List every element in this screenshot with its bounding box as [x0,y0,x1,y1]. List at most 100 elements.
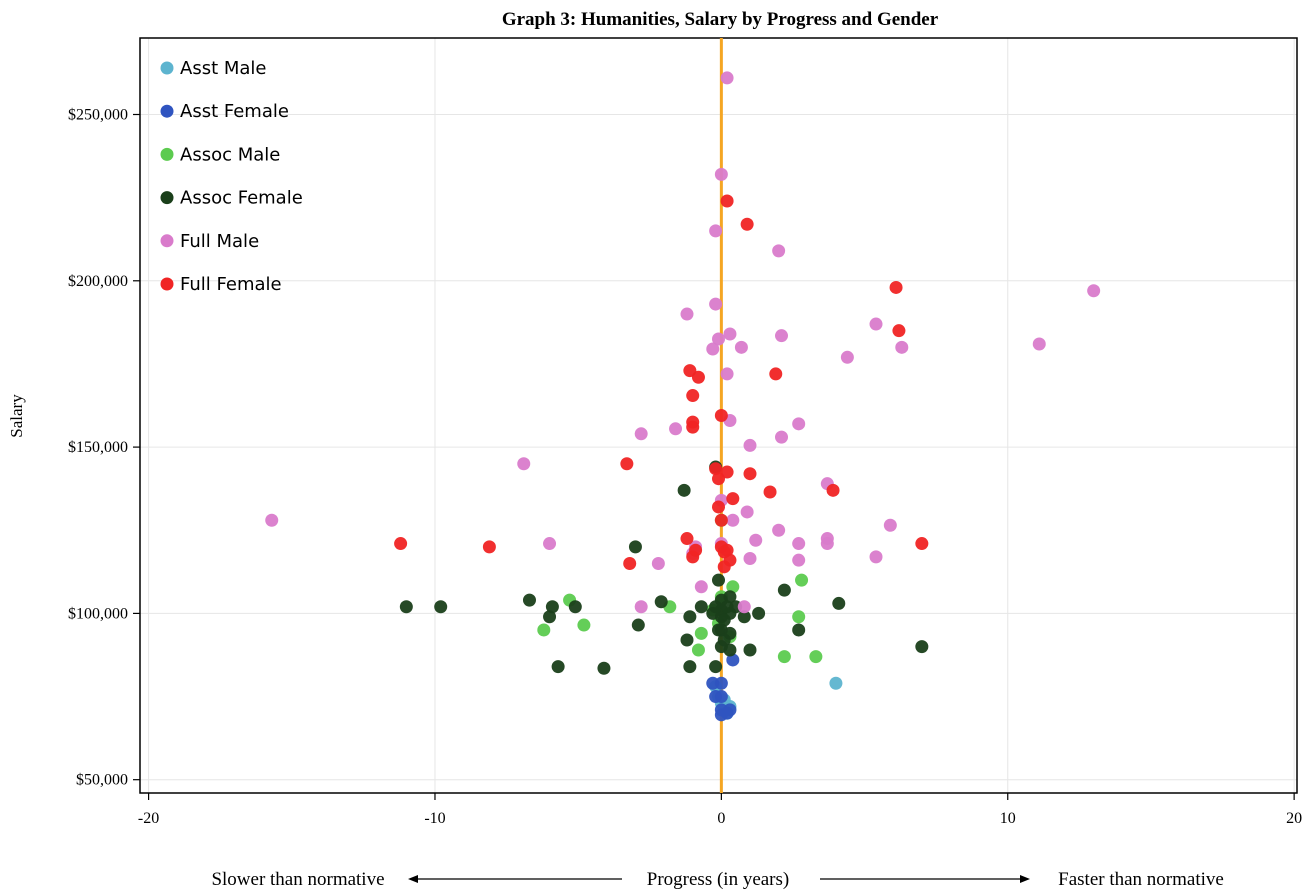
y-tick-label: $200,000 [68,273,128,290]
x-left-note: Slower than normative [211,869,384,890]
point-full-male [720,71,734,85]
x-tick-label: 0 [717,810,725,827]
point-assoc-male [777,650,791,664]
point-full-male [743,438,757,452]
x-right-note: Faster than normative [1058,869,1224,890]
point-full-male [694,580,708,594]
point-assoc-female [723,590,737,604]
point-full-female [680,532,694,546]
x-tick-label: -20 [138,810,159,827]
point-asst-female [714,676,728,690]
legend: Asst Male Asst Female Assoc Male Assoc Fema… [160,58,303,295]
legend-marker-assoc-male [160,147,174,161]
point-full-male [517,457,531,471]
y-tick-label: $250,000 [68,106,128,123]
point-full-male [775,430,789,444]
point-full-female [826,483,840,497]
legend-label-assoc-male: Assoc Male [180,144,280,165]
point-assoc-female [737,610,751,624]
y-tick-label: $50,000 [76,772,128,789]
point-full-male [840,350,854,364]
point-full-male [772,523,786,537]
point-full-female [763,485,777,499]
point-full-female [712,500,725,514]
point-assoc-female [694,600,708,614]
point-full-female [740,217,754,231]
point-asst-female [720,706,734,720]
point-full-female [889,280,903,294]
legend-label-full-male: Full Male [180,231,259,252]
point-full-male [720,367,734,381]
point-asst-male [829,676,843,690]
point-assoc-male [577,618,591,632]
point-full-female [686,389,700,403]
point-assoc-female [597,661,611,675]
point-assoc-female [709,600,723,614]
point-assoc-female [680,633,694,647]
legend-marker-full-female [160,277,174,291]
point-full-male [543,537,557,551]
point-assoc-female [399,600,413,614]
point-full-male [895,340,909,354]
point-full-male [669,422,683,436]
point-assoc-female [543,610,557,624]
point-full-male [1032,337,1046,351]
point-assoc-male [537,623,551,637]
point-full-male [820,537,834,551]
point-full-female [689,543,703,557]
point-full-male [709,224,723,238]
x-tick-label: 20 [1286,810,1302,827]
y-tick-label: $150,000 [68,439,128,456]
legend-marker-asst-male [160,61,174,75]
plot-frame [139,37,1298,794]
point-assoc-female [628,540,642,554]
point-full-female [726,492,740,506]
point-assoc-female [677,483,691,497]
point-assoc-female [712,573,725,587]
x-caption-arrows [408,875,1030,883]
point-full-male [743,552,757,566]
point-assoc-female [434,600,448,614]
point-full-male [772,244,786,258]
point-assoc-female [712,623,725,637]
point-full-female [915,537,929,551]
point-assoc-female [522,593,536,607]
point-assoc-male [694,626,708,640]
point-full-female [717,560,731,574]
point-full-male [734,340,748,354]
y-tick-label: $100,000 [68,605,128,622]
point-asst-female [726,653,740,667]
x-axis-caption: Slower than normative Progress (in years… [211,869,1223,890]
point-full-male [869,550,883,564]
point-assoc-female [683,610,697,624]
point-full-female [714,409,728,422]
x-axis-label: Progress (in years) [647,869,789,890]
point-full-male [634,427,648,441]
point-full-female [714,513,728,527]
legend-label-asst-male: Asst Male [180,58,266,79]
x-tick-label: -10 [424,810,445,827]
point-full-male [792,553,806,567]
point-full-male [883,518,897,532]
point-full-male [706,342,720,356]
point-full-female [686,420,700,434]
point-assoc-female [568,600,582,614]
point-full-female [691,370,705,384]
point-full-female [482,540,496,554]
point-full-male [869,317,883,331]
point-full-female [709,462,723,476]
point-full-male [749,533,763,547]
point-full-male [634,600,648,614]
point-full-female [720,194,734,208]
data-points [265,71,1101,722]
point-assoc-male [795,573,809,587]
point-assoc-female [545,600,559,614]
point-full-male [792,417,806,431]
point-full-male [792,537,806,551]
point-full-female [892,324,906,338]
point-full-male [651,557,665,571]
point-assoc-female [717,613,731,627]
y-axis-label: Salary [7,394,26,438]
point-assoc-female [709,660,723,674]
